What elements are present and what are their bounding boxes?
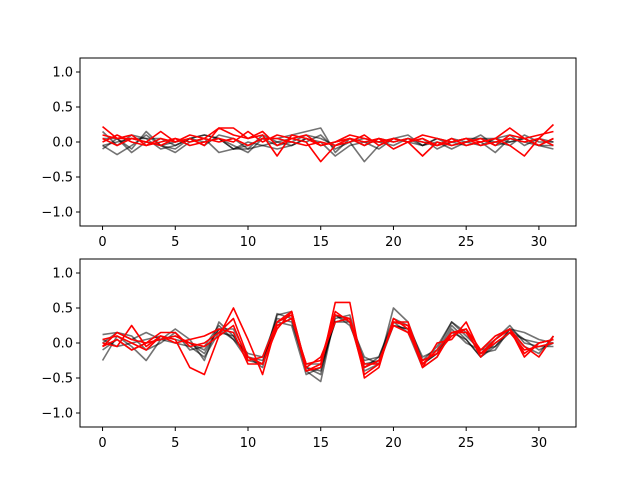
bottom-y-tick-label: −1.0 bbox=[41, 407, 73, 422]
top-x-tick-label: 20 bbox=[385, 235, 402, 250]
bottom-series-line-8 bbox=[101, 314, 554, 372]
bottom-subplot: 0 5 10 15 20 25 30 −1.0 −0.5 0.0 0.5 1.0 bbox=[41, 258, 577, 452]
top-series-line-8 bbox=[102, 134, 554, 147]
bottom-x-tick-label: 20 bbox=[385, 436, 402, 451]
bottom-x-tick-label: 0 bbox=[98, 436, 106, 451]
top-x-tick-label: 0 bbox=[98, 235, 106, 250]
top-y-tick-label: 0.0 bbox=[52, 136, 73, 151]
top-subplot-ticks: 0 5 10 15 20 25 30 −1.0 −0.5 0.0 0.5 1.0 bbox=[41, 66, 547, 251]
top-x-tick-label: 15 bbox=[312, 235, 329, 250]
top-x-tick-label: 10 bbox=[240, 235, 257, 250]
bottom-y-tick-label: 1.0 bbox=[52, 267, 73, 282]
bottom-subplot-ticks: 0 5 10 15 20 25 30 −1.0 −0.5 0.0 0.5 1.0 bbox=[41, 267, 547, 452]
top-x-tick-label: 25 bbox=[458, 235, 475, 250]
bottom-y-tick-label: 0.0 bbox=[52, 337, 73, 352]
bottom-x-tick-label: 15 bbox=[312, 436, 329, 451]
bottom-subplot-series bbox=[101, 301, 555, 383]
top-subplot-series bbox=[101, 123, 555, 163]
top-y-tick-label: 0.5 bbox=[52, 101, 73, 116]
top-y-tick-label: 1.0 bbox=[52, 66, 73, 81]
bottom-y-tick-label: −0.5 bbox=[41, 372, 73, 387]
bottom-series-line-7 bbox=[102, 310, 554, 369]
top-subplot: 0 5 10 15 20 25 30 −1.0 −0.5 0.0 0.5 1.0 bbox=[41, 57, 577, 251]
bottom-x-tick-label: 25 bbox=[458, 436, 475, 451]
top-x-tick-label: 30 bbox=[531, 235, 548, 250]
top-x-tick-label: 5 bbox=[171, 235, 179, 250]
bottom-x-tick-label: 5 bbox=[171, 436, 179, 451]
top-y-tick-label: −0.5 bbox=[41, 171, 73, 186]
bottom-x-tick-label: 10 bbox=[240, 436, 257, 451]
bottom-y-tick-label: 0.5 bbox=[52, 302, 73, 317]
top-y-tick-label: −1.0 bbox=[41, 206, 73, 221]
bottom-x-tick-label: 30 bbox=[531, 436, 548, 451]
